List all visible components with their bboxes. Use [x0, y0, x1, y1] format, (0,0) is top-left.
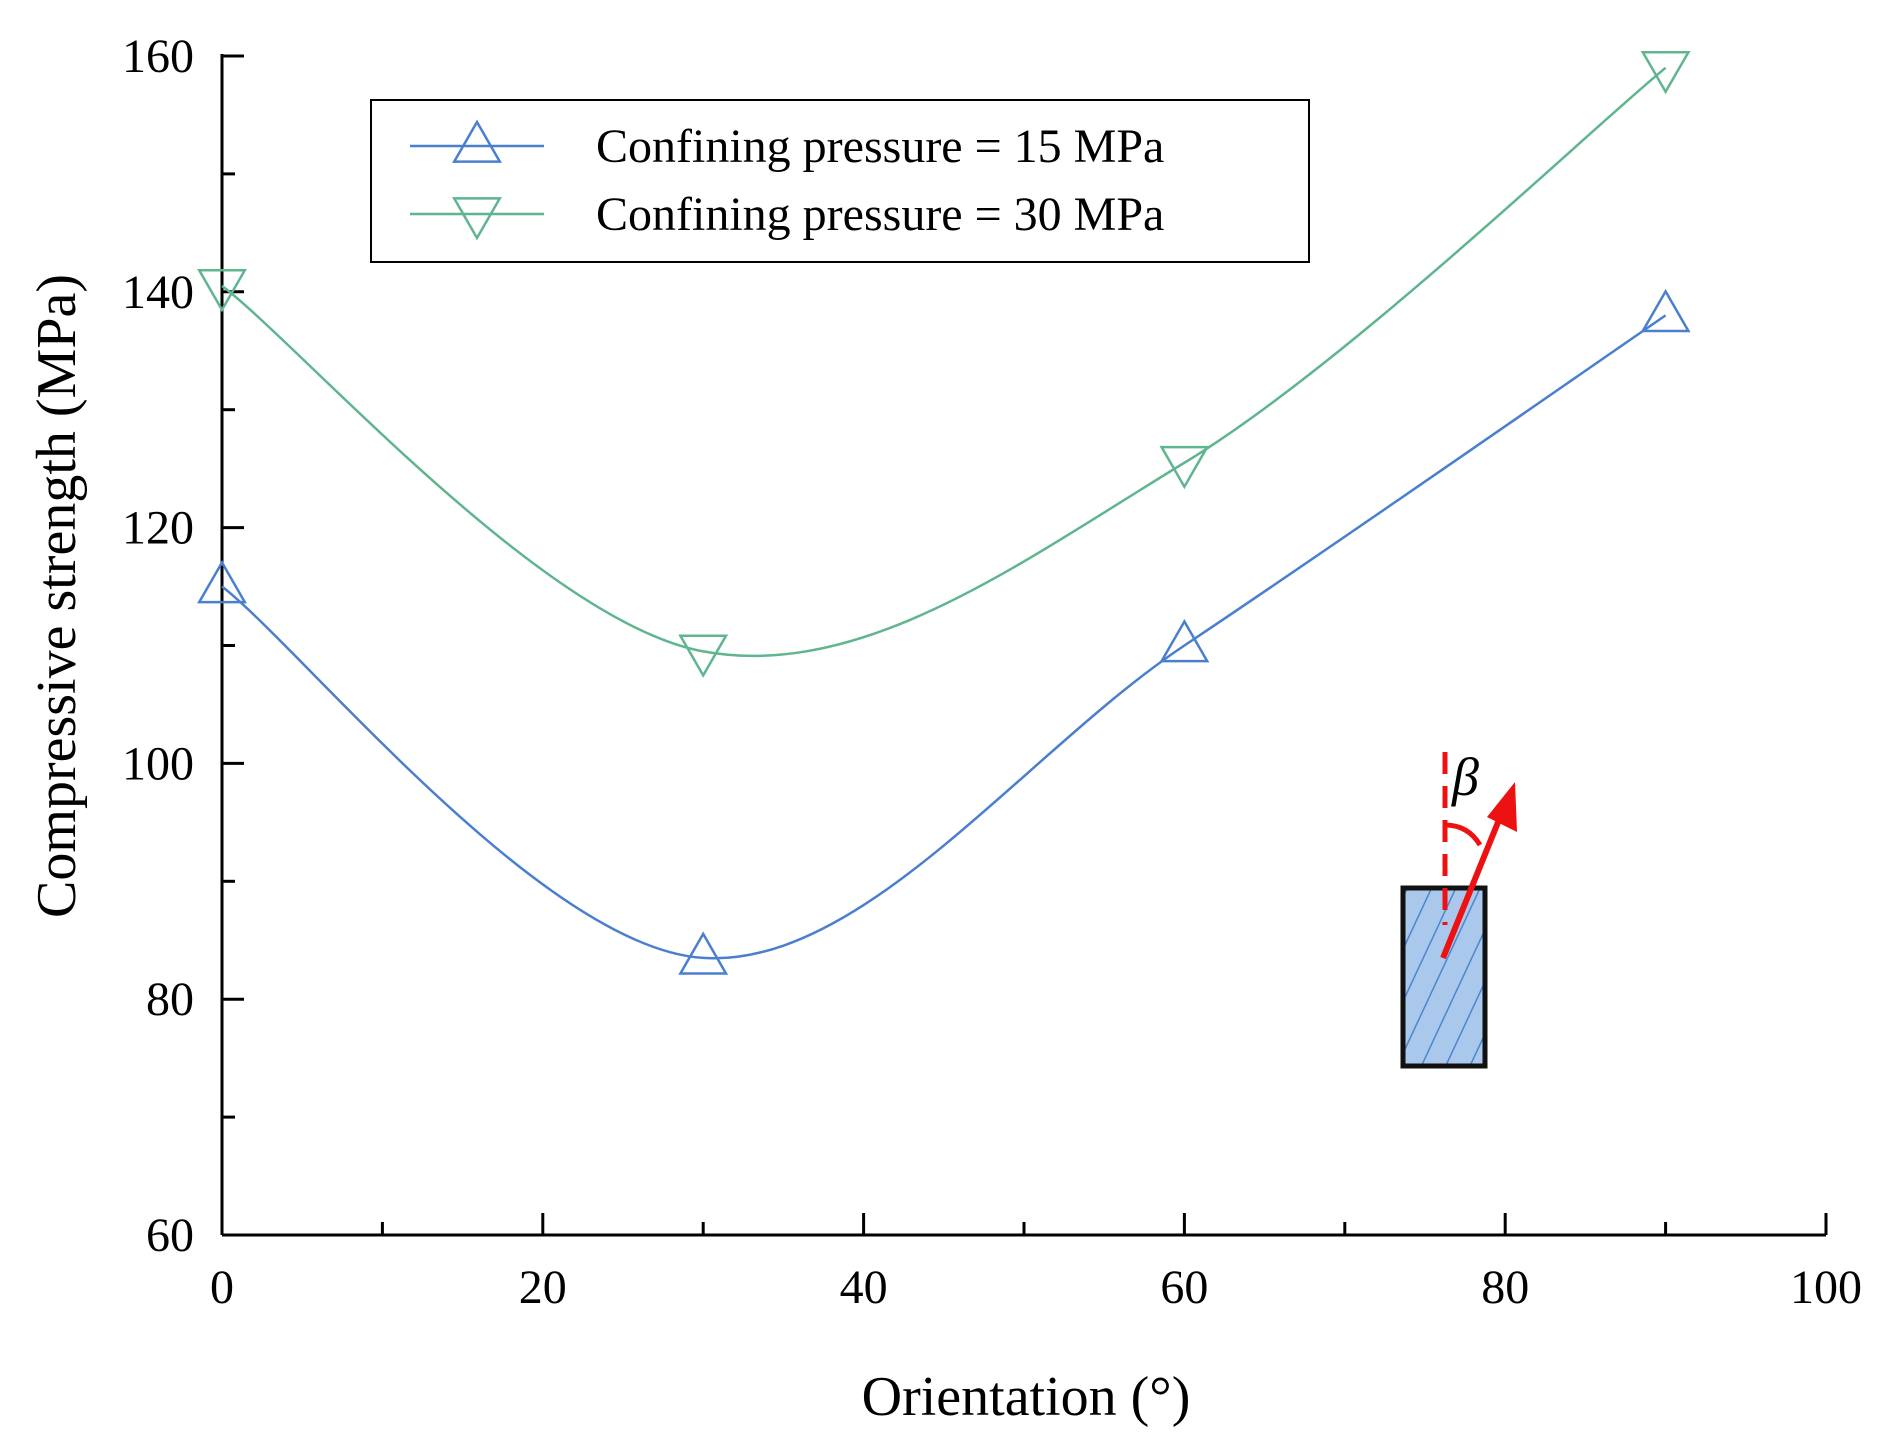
legend-box: [370, 99, 1310, 263]
x-axis-title: Orientation (°): [862, 1366, 1191, 1428]
x-tick-label: 40: [840, 1261, 888, 1314]
y-axis-title: Compressive strength (MPa): [26, 274, 88, 918]
data-point: [1640, 288, 1691, 333]
data-point: [197, 269, 247, 313]
series-line: [221, 66, 1667, 657]
legend-label: Confining pressure = 15 MPa: [596, 120, 1164, 173]
y-tick-label: 100: [122, 737, 194, 790]
y-tick-label: 160: [122, 30, 194, 83]
x-tick-label: 60: [1160, 1261, 1208, 1314]
orientation-arrow: [1440, 803, 1508, 960]
legend-entry: Confining pressure = 30 MPa: [410, 188, 1164, 241]
specimen-rect: [1400, 885, 1488, 1069]
x-tick-label: 20: [519, 1261, 567, 1314]
data-point: [1159, 618, 1210, 663]
series-line: [221, 314, 1667, 960]
data-point: [197, 560, 247, 604]
data-point: [1640, 50, 1691, 95]
legend-marker: [452, 197, 502, 241]
y-tick-label: 120: [122, 502, 194, 555]
angle-arc: [1444, 822, 1483, 847]
x-tick-label: 0: [210, 1261, 234, 1314]
series-layer: [197, 50, 1691, 975]
specimen-inset: β: [1400, 747, 1517, 1069]
legend-label: Confining pressure = 30 MPa: [596, 188, 1164, 241]
y-tick-label: 140: [122, 266, 194, 319]
data-point: [678, 634, 729, 678]
x-tick-label: 80: [1481, 1261, 1529, 1314]
data-point: [678, 931, 729, 975]
legend-marker: [452, 119, 502, 163]
y-tick-label: 80: [146, 973, 194, 1026]
orientation-arrow-head: [1487, 782, 1517, 832]
legend: Confining pressure = 15 MPa Confining pre…: [370, 99, 1310, 263]
y-tick-label: 60: [146, 1209, 194, 1262]
legend-entry: Confining pressure = 15 MPa: [410, 119, 1164, 173]
x-tick-label: 100: [1790, 1261, 1862, 1314]
series-1: [197, 288, 1691, 975]
axes: 0 20 40 60 80 100 60 80 100 120 140 160: [122, 30, 1862, 1314]
data-point: [1159, 445, 1210, 490]
series-2: [197, 50, 1691, 678]
beta-label: β: [1451, 747, 1479, 807]
